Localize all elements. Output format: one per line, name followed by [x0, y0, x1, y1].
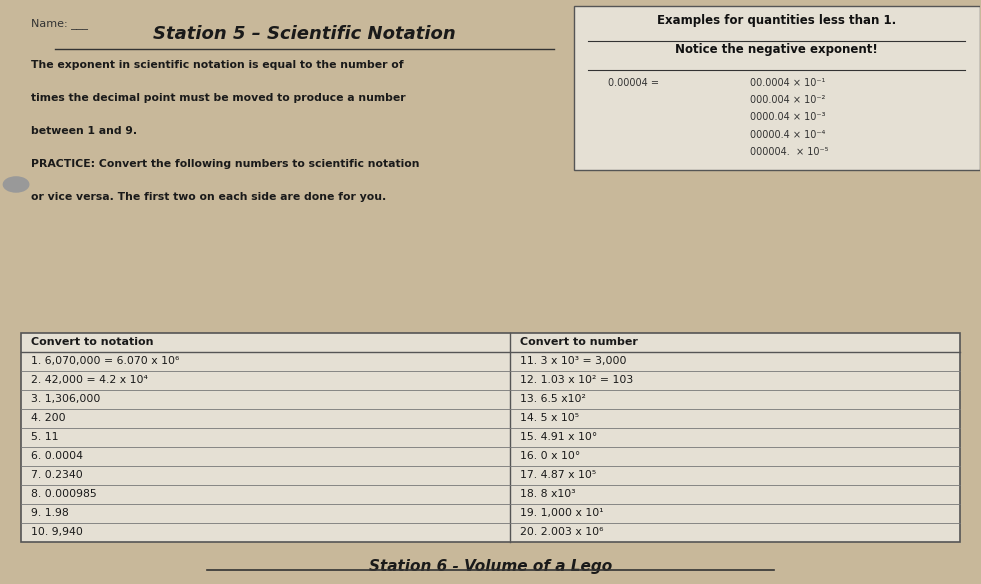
Text: 00000.4 × 10⁻⁴: 00000.4 × 10⁻⁴	[749, 130, 825, 140]
Text: Station 6 - Volume of a Lego: Station 6 - Volume of a Lego	[369, 559, 612, 574]
FancyBboxPatch shape	[574, 6, 980, 170]
Text: 9. 1.98: 9. 1.98	[30, 509, 69, 519]
Text: 12. 1.03 x 10² = 103: 12. 1.03 x 10² = 103	[520, 376, 633, 385]
Text: 6. 0.0004: 6. 0.0004	[30, 451, 82, 461]
Text: between 1 and 9.: between 1 and 9.	[30, 126, 137, 135]
Text: PRACTICE: Convert the following numbers to scientific notation: PRACTICE: Convert the following numbers …	[30, 159, 419, 169]
Text: 19. 1,000 x 10¹: 19. 1,000 x 10¹	[520, 509, 603, 519]
Text: 000.004 × 10⁻²: 000.004 × 10⁻²	[749, 95, 825, 105]
Text: 15. 4.91 x 10°: 15. 4.91 x 10°	[520, 432, 597, 442]
Text: 7. 0.2340: 7. 0.2340	[30, 470, 82, 481]
Text: Convert to notation: Convert to notation	[30, 337, 153, 347]
Text: 1. 6,070,000 = 6.070 x 10⁶: 1. 6,070,000 = 6.070 x 10⁶	[30, 356, 180, 366]
Text: 0.00004 =: 0.00004 =	[608, 78, 659, 88]
Text: 11. 3 x 10³ = 3,000: 11. 3 x 10³ = 3,000	[520, 356, 626, 366]
Text: Station 5 – Scientific Notation: Station 5 – Scientific Notation	[153, 25, 456, 43]
Text: Notice the negative exponent!: Notice the negative exponent!	[675, 43, 878, 55]
Circle shape	[3, 177, 28, 192]
Text: or vice versa. The first two on each side are done for you.: or vice versa. The first two on each sid…	[30, 192, 386, 202]
Text: times the decimal point must be moved to produce a number: times the decimal point must be moved to…	[30, 93, 405, 103]
Text: 2. 42,000 = 4.2 x 10⁴: 2. 42,000 = 4.2 x 10⁴	[30, 376, 147, 385]
Text: 17. 4.87 x 10⁵: 17. 4.87 x 10⁵	[520, 470, 596, 481]
Text: Examples for quantities less than 1.: Examples for quantities less than 1.	[657, 13, 897, 27]
Text: 3. 1,306,000: 3. 1,306,000	[30, 394, 100, 404]
Text: 8. 0.000985: 8. 0.000985	[30, 489, 96, 499]
Text: The exponent in scientific notation is equal to the number of: The exponent in scientific notation is e…	[30, 60, 403, 69]
Text: 5. 11: 5. 11	[30, 432, 58, 442]
Text: 16. 0 x 10°: 16. 0 x 10°	[520, 451, 580, 461]
Text: Name: ___: Name: ___	[30, 18, 87, 29]
Text: 13. 6.5 x10²: 13. 6.5 x10²	[520, 394, 586, 404]
Text: 20. 2.003 x 10⁶: 20. 2.003 x 10⁶	[520, 527, 603, 537]
Text: Convert to number: Convert to number	[520, 337, 638, 347]
Text: 14. 5 x 10⁵: 14. 5 x 10⁵	[520, 413, 579, 423]
Text: 00.0004 × 10⁻¹: 00.0004 × 10⁻¹	[749, 78, 825, 88]
Text: 0000.04 × 10⁻³: 0000.04 × 10⁻³	[749, 112, 825, 123]
Text: 4. 200: 4. 200	[30, 413, 66, 423]
Text: 10. 9,940: 10. 9,940	[30, 527, 82, 537]
Text: 000004.  × 10⁻⁵: 000004. × 10⁻⁵	[749, 147, 828, 157]
FancyBboxPatch shape	[21, 333, 960, 542]
Text: 18. 8 x10³: 18. 8 x10³	[520, 489, 575, 499]
